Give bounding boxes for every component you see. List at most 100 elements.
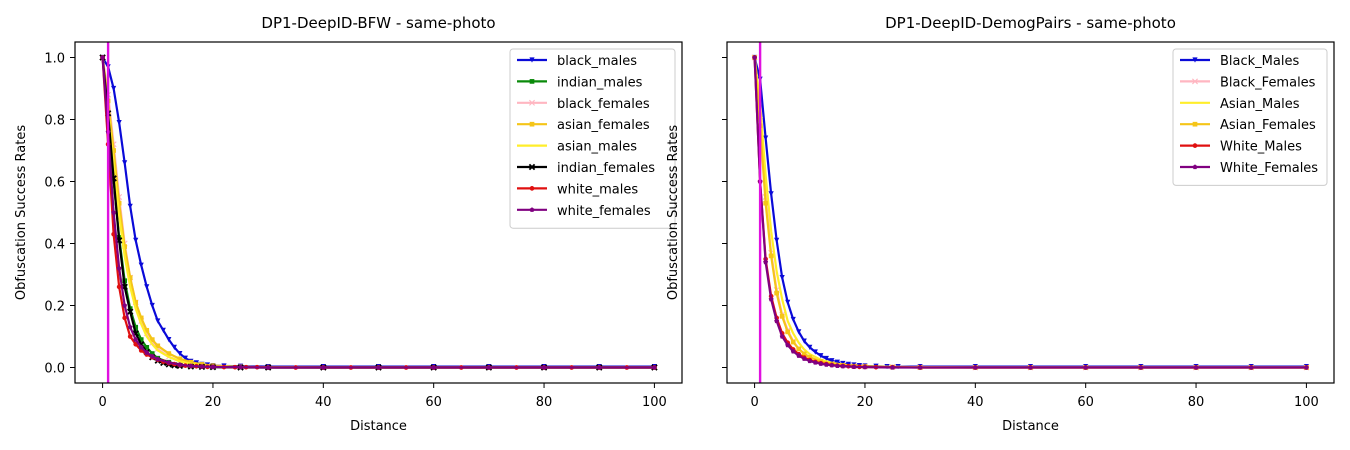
chart-title: DP1-DeepID-BFW - same-photo: [261, 14, 495, 32]
data-point: [796, 346, 802, 352]
data-point: [785, 329, 791, 335]
data-point: [138, 344, 144, 350]
data-point: [796, 353, 802, 358]
x-tick-label: 100: [642, 395, 667, 410]
data-point: [265, 364, 271, 370]
data-point: [785, 342, 791, 348]
legend-marker: [529, 79, 535, 84]
data-point: [160, 327, 166, 333]
data-point: [127, 324, 133, 330]
legend-label: Black_Males: [1220, 54, 1299, 69]
legend-label: asian_males: [557, 140, 637, 155]
data-point: [801, 356, 807, 361]
data-point: [122, 315, 128, 321]
data-point: [171, 344, 177, 350]
x-tick-label: 20: [205, 395, 222, 410]
data-point: [807, 358, 813, 364]
data-point: [133, 300, 139, 305]
data-point: [126, 308, 134, 315]
plot-frame: [74, 41, 683, 384]
chart-panel-0: DP1-DeepID-BFW - same-photo Distance Obfus…: [14, 14, 683, 434]
data-point: [111, 148, 116, 153]
plot-area: [99, 54, 658, 371]
legend-marker: [1192, 57, 1198, 63]
y-tick-label: 1.0: [44, 52, 65, 67]
legend-marker: [529, 57, 535, 63]
legend-label: indian_males: [557, 75, 643, 90]
data-point: [1083, 364, 1089, 370]
data-point: [1028, 364, 1033, 370]
legend-marker: [529, 99, 535, 106]
data-point: [166, 337, 172, 343]
data-point: [155, 343, 161, 349]
data-point: [116, 120, 122, 126]
data-point: [149, 351, 155, 356]
data-point: [596, 364, 602, 370]
data-point: [127, 334, 133, 339]
data-point: [823, 362, 829, 367]
data-point: [890, 364, 896, 370]
data-point: [155, 356, 161, 362]
data-point: [774, 290, 780, 296]
x-tick-label: 60: [1077, 395, 1094, 410]
data-point: [127, 203, 133, 209]
data-point: [144, 345, 150, 350]
data-point: [829, 362, 835, 368]
data-point: [785, 299, 791, 305]
data-point: [188, 359, 194, 365]
legend: Black_Males Black_Females Asian_Males Asian…: [1172, 48, 1328, 186]
x-axis-label: Distance: [1002, 419, 1059, 434]
y-axis-label: Obfuscation Success Rates: [14, 125, 29, 300]
data-point: [768, 296, 774, 302]
data-point: [486, 364, 492, 370]
data-point: [768, 253, 774, 259]
x-tick-label: 0: [98, 395, 106, 410]
data-point: [122, 160, 128, 166]
data-point: [133, 337, 139, 342]
legend: black_males indian_males black_femalesasia…: [509, 48, 676, 229]
data-point: [541, 364, 547, 370]
data-point: [116, 284, 122, 290]
legend-label: White_Females: [1220, 161, 1318, 176]
data-point: [149, 337, 155, 342]
plot-area: [751, 54, 1310, 371]
y-tick-label: 0.6: [44, 176, 65, 191]
data-point: [834, 363, 840, 369]
data-point: [917, 364, 923, 370]
legend-marker: [528, 163, 536, 171]
data-point: [138, 315, 144, 321]
data-point: [320, 364, 326, 370]
data-point: [182, 355, 188, 361]
chart-panel-1: DP1-DeepID-DemogPairs - same-photo Distan…: [666, 14, 1335, 434]
data-point: [111, 209, 117, 215]
legend-marker: [529, 186, 535, 191]
x-tick-label: 40: [315, 395, 332, 410]
data-point: [122, 302, 128, 308]
data-point: [779, 314, 785, 319]
data-point: [812, 359, 818, 365]
legend-box: [1172, 48, 1328, 186]
legend-label: white_females: [557, 204, 651, 219]
data-point: [431, 364, 437, 370]
x-tick-label: 20: [857, 395, 874, 410]
data-point: [111, 85, 117, 92]
data-point: [807, 354, 813, 360]
data-point: [177, 362, 183, 367]
legend-label: black_females: [557, 97, 650, 112]
data-point: [763, 135, 769, 141]
data-point: [779, 275, 785, 281]
legend-label: black_males: [557, 54, 637, 69]
x-tick-label: 80: [536, 395, 553, 410]
data-point: [238, 364, 244, 370]
legend-label: Black_Females: [1220, 75, 1316, 90]
data-point: [801, 338, 807, 344]
data-point: [763, 200, 768, 206]
y-axis-label: Obfuscation Success Rates: [666, 125, 681, 300]
data-point: [116, 200, 122, 206]
data-point: [790, 348, 796, 354]
series-line-White_Females: [753, 57, 1307, 369]
y-tick-label: 0.0: [44, 362, 65, 377]
legend-marker: [529, 121, 535, 127]
data-point: [818, 361, 824, 366]
